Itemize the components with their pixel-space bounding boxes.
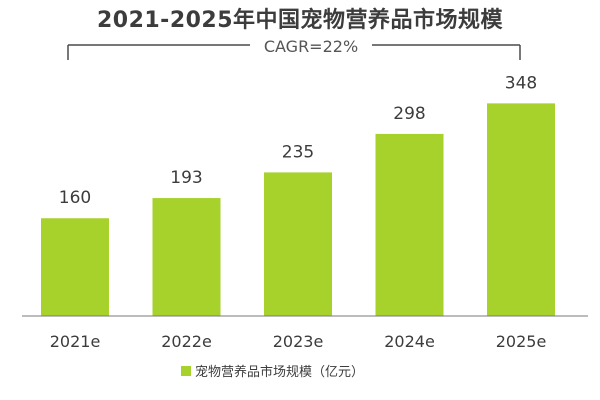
cagr-bracket: CAGR=22%: [67, 37, 521, 60]
data-label-2022e: 193: [170, 168, 202, 188]
legend-label: 宠物营养品市场规模（亿元）: [195, 364, 364, 380]
x-tick-label-2021e: 2021e: [50, 332, 101, 351]
legend: 宠物营养品市场规模（亿元）: [181, 364, 364, 380]
bar-2022e: [152, 198, 221, 316]
bar-2024e: [375, 133, 444, 316]
data-labels: 160 193 235 298 348: [59, 73, 537, 208]
bar-2021e: [41, 218, 109, 316]
x-tick-label-2025e: 2025e: [496, 332, 547, 351]
data-label-2023e: 235: [282, 142, 314, 162]
x-tick-labels: 2021e 2022e 2023e 2024e 2025e: [50, 332, 547, 351]
chart-title: 2021-2025年中国宠物营养品市场规模: [96, 8, 504, 33]
legend-swatch: [181, 366, 191, 376]
x-tick-label-2023e: 2023e: [273, 332, 324, 351]
data-label-2021e: 160: [59, 188, 91, 208]
bar-2023e: [264, 172, 332, 316]
bar-2025e: [487, 103, 555, 316]
bars: [41, 103, 555, 316]
x-tick-label-2022e: 2022e: [161, 332, 212, 351]
x-tick-label-2024e: 2024e: [384, 332, 435, 351]
data-label-2024e: 298: [393, 104, 425, 124]
cagr-label: CAGR=22%: [264, 37, 358, 56]
data-label-2025e: 348: [505, 73, 537, 93]
